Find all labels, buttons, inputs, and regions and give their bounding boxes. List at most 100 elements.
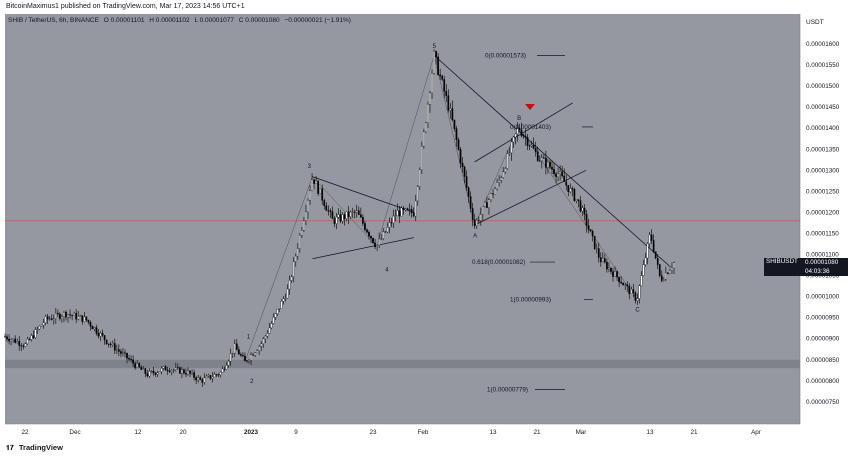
time-tick-label: 12 <box>134 429 142 436</box>
candle-body <box>565 181 568 186</box>
legend-low: L 0.00001077 <box>194 17 234 24</box>
candle-body <box>530 145 533 147</box>
candle-body <box>599 257 602 263</box>
candle-body <box>370 236 372 239</box>
candle-body <box>148 371 151 377</box>
publisher-line: BitcoinMaximus1 published on TradingView… <box>6 3 245 10</box>
candle-body <box>32 335 35 338</box>
candle-body <box>59 313 61 319</box>
candle-body <box>443 79 446 92</box>
candle-body <box>536 151 539 161</box>
candle-body <box>290 276 293 281</box>
wave-label: 4 <box>385 267 389 273</box>
price-tick-label: 0.00001000 <box>806 294 840 301</box>
candle-body <box>376 245 378 248</box>
candle-body <box>410 209 413 213</box>
candle-body <box>524 135 527 138</box>
candle-body <box>28 338 31 340</box>
candle-body <box>197 377 200 381</box>
channel-upper-line <box>474 102 573 163</box>
candle-body <box>618 276 620 283</box>
candle-body <box>154 372 157 375</box>
candle-body <box>270 323 273 329</box>
candle-body <box>469 196 472 209</box>
candle-body <box>665 272 667 280</box>
candle-body <box>292 261 295 277</box>
candle-body <box>166 370 169 372</box>
candle-body <box>205 376 208 379</box>
wave-label: 1 <box>247 335 251 341</box>
candle-body <box>315 180 317 184</box>
candle-body <box>593 235 596 249</box>
price-tick-label: 0.00001600 <box>806 41 840 48</box>
candle-body <box>199 377 202 380</box>
candle-body <box>309 190 311 201</box>
red-down-arrow-icon <box>525 104 535 110</box>
candle-body <box>636 298 639 301</box>
candle-body <box>144 368 147 374</box>
price-tick-label: 0.00001350 <box>806 146 840 153</box>
candle-body <box>8 339 10 342</box>
candle-body <box>479 214 482 221</box>
candle-body <box>339 214 342 222</box>
candle-body <box>398 210 401 217</box>
candle-body <box>520 129 523 136</box>
candle-body <box>414 200 417 217</box>
candle-body <box>258 346 261 351</box>
tradingview-logo-icon: 𝟏𝟕 <box>6 445 14 452</box>
candle-body <box>392 215 395 224</box>
candle-body <box>360 214 362 218</box>
candle-body <box>412 212 415 217</box>
candle-body <box>477 220 480 221</box>
candle-body <box>298 235 301 249</box>
candle-body <box>329 210 332 212</box>
candle-body <box>364 223 366 230</box>
candle-body <box>624 284 627 286</box>
candle-body <box>136 363 139 368</box>
candle-body <box>423 131 425 147</box>
candle-body <box>20 345 23 347</box>
candle-body <box>502 171 505 178</box>
candle-body <box>191 372 193 374</box>
candle-body <box>207 375 210 377</box>
candle-body <box>203 377 206 383</box>
candle-body <box>547 161 549 168</box>
candle-body <box>242 355 244 357</box>
wave-label: 2 <box>250 379 254 385</box>
legend-high: H 0.00001102 <box>149 17 190 24</box>
candle-body <box>6 336 8 340</box>
candle-body <box>280 301 283 309</box>
candle-body <box>317 180 319 194</box>
candle-body <box>170 369 173 372</box>
price-tick-label: 0.00000900 <box>806 336 840 343</box>
candle-body <box>528 145 531 147</box>
candle-body <box>551 167 553 170</box>
candle-body <box>294 255 297 262</box>
candle-body <box>193 372 195 378</box>
candle-body <box>492 193 494 195</box>
candle-body <box>83 316 86 322</box>
candle-body <box>130 359 132 361</box>
time-tick-label: 2023 <box>244 429 259 436</box>
candle-body <box>128 358 130 360</box>
candle-body <box>608 267 610 270</box>
price-tick-label: 0.00001150 <box>806 230 839 237</box>
candle-body <box>486 202 488 208</box>
candle-body <box>305 211 307 221</box>
fib-level-label: 1(0.00000779) <box>487 387 528 394</box>
candle-body <box>264 335 267 339</box>
candle-body <box>508 152 511 154</box>
candle-body <box>516 128 519 135</box>
candle-body <box>158 371 161 373</box>
candle-body <box>427 103 429 123</box>
candle-body <box>400 207 403 217</box>
candle-body <box>138 363 141 368</box>
candle-body <box>404 208 407 210</box>
candle-body <box>662 279 665 281</box>
candle-body <box>181 369 183 374</box>
price-tick-label: 0.00001400 <box>806 125 840 132</box>
candle-body <box>490 193 492 200</box>
candle-body <box>10 339 12 342</box>
candle-body <box>160 368 163 372</box>
